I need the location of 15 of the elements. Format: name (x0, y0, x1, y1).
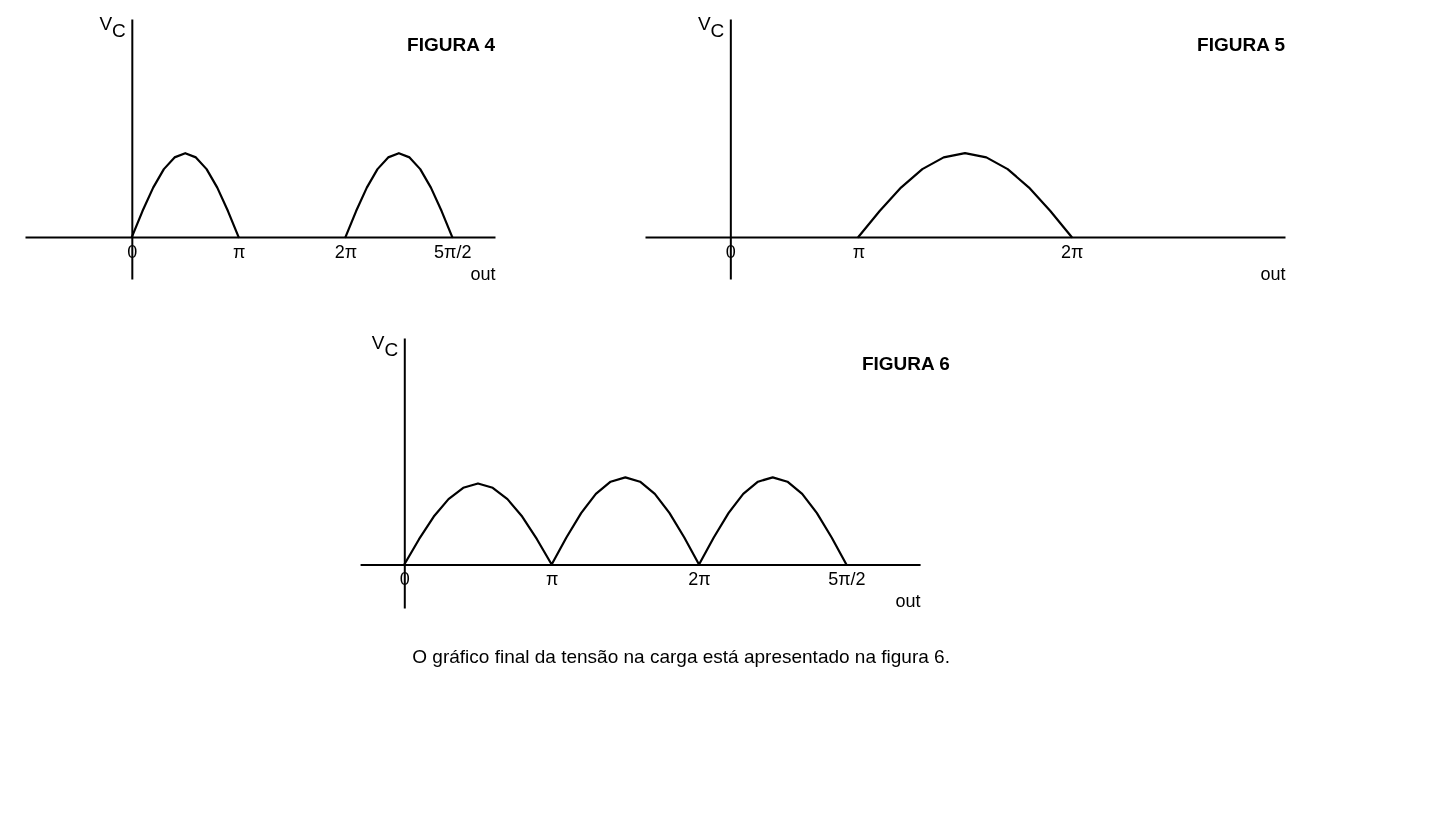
chart-title: FIGURA 5 (1197, 34, 1286, 55)
x-tick-label: 5π/2 (434, 241, 472, 262)
x-axis-title: out (1260, 263, 1286, 284)
x-axis-title: out (470, 263, 496, 284)
x-tick-label: 2π (1060, 241, 1084, 262)
x-tick-label: 2π (334, 241, 358, 262)
x-tick-label: π (545, 568, 559, 589)
x-tick-label: 5π/2 (828, 568, 866, 589)
x-tick-label: π (852, 241, 866, 262)
x-tick-label: π (232, 241, 246, 262)
x-tick-label: 2π (688, 568, 711, 589)
text: O gráfico final da tensão na carga está apresentado na figura 6. (412, 646, 950, 667)
x-axis-title: out (895, 590, 921, 611)
chart-title: FIGURA 6 (861, 353, 950, 374)
chart-title: FIGURA 4 (407, 34, 496, 55)
